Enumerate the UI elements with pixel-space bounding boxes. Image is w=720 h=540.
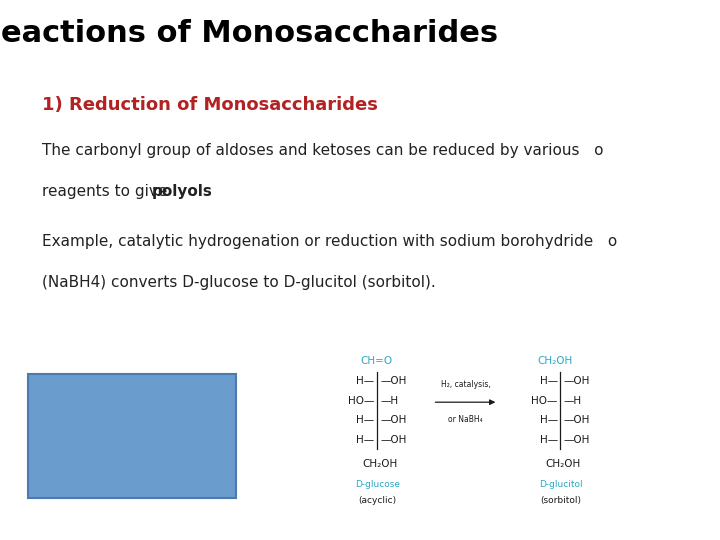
Text: polyols: polyols [151,185,212,199]
Text: (sorbitol): (sorbitol) [540,496,581,504]
Text: The carbonyl group of aldoses and ketoses can be reduced by various   o: The carbonyl group of aldoses and ketose… [42,143,603,158]
Text: H₂, catalysis,: H₂, catalysis, [441,380,490,389]
Text: 1) Reduction of Monosaccharides: 1) Reduction of Monosaccharides [42,96,378,114]
Text: H—: H— [539,415,558,426]
Text: H—: H— [539,435,558,444]
Text: Example, catalytic hydrogenation or reduction with sodium borohydride   o: Example, catalytic hydrogenation or redu… [42,234,617,249]
Text: —OH: —OH [380,435,406,444]
Text: or NaBH₄: or NaBH₄ [448,415,482,424]
Text: CH₂OH: CH₂OH [538,355,573,366]
Text: CH=O: CH=O [360,355,392,366]
Text: CH₂OH: CH₂OH [545,459,580,469]
Text: (NaBH4) converts D-glucose to D-glucitol (sorbitol).: (NaBH4) converts D-glucose to D-glucitol… [42,275,436,290]
Text: D-glucose: D-glucose [355,480,400,489]
Text: —H: —H [380,396,398,406]
Text: H—: H— [356,376,374,387]
Text: (acyclic): (acyclic) [359,496,396,504]
Text: —OH: —OH [380,415,406,426]
Text: H—: H— [356,435,374,444]
Text: —OH: —OH [563,435,590,444]
Text: eactions of Monosaccharides: eactions of Monosaccharides [1,18,498,48]
Text: H—: H— [356,415,374,426]
Text: —OH: —OH [563,415,590,426]
Text: D-glucitol: D-glucitol [539,480,582,489]
Text: —OH: —OH [563,376,590,387]
Text: —OH: —OH [380,376,406,387]
Text: reagents to give: reagents to give [42,185,172,199]
Text: CH₂OH: CH₂OH [362,459,397,469]
Text: .: . [191,185,196,199]
Text: H—: H— [539,376,558,387]
Text: HO—: HO— [531,396,558,406]
Text: —H: —H [563,396,581,406]
Text: HO—: HO— [348,396,374,406]
